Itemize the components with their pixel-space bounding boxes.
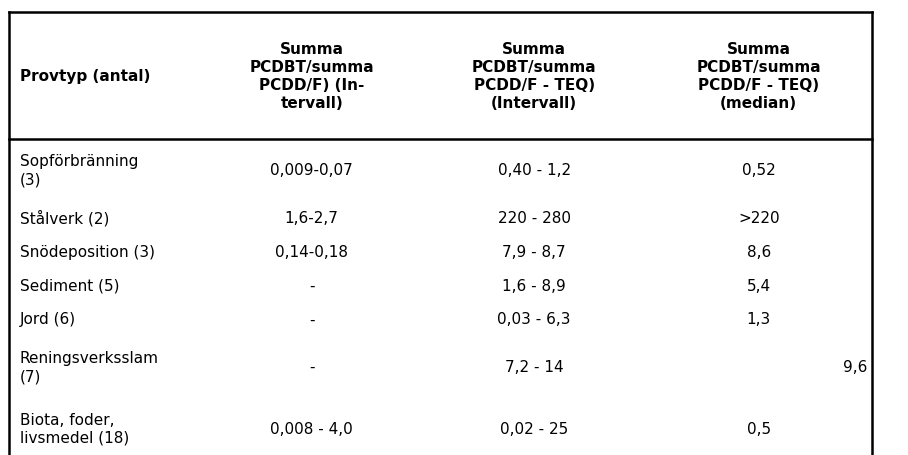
Text: Summa
PCDBT/summa
PCDD/F - TEQ)
(median): Summa PCDBT/summa PCDD/F - TEQ) (median) [696, 42, 821, 111]
Text: Provtyp (antal): Provtyp (antal) [20, 69, 150, 84]
Text: -: - [309, 278, 314, 293]
Text: 7,9 - 8,7: 7,9 - 8,7 [502, 244, 566, 259]
Text: Summa
PCDBT/summa
PCDD/F) (In-
tervall): Summa PCDBT/summa PCDD/F) (In- tervall) [250, 42, 374, 111]
Text: Reningsverksslam
(7): Reningsverksslam (7) [20, 350, 159, 383]
Text: 0,009-0,07: 0,009-0,07 [271, 163, 353, 178]
Text: 0,40 - 1,2: 0,40 - 1,2 [498, 163, 570, 178]
Text: Stålverk (2): Stålverk (2) [20, 210, 109, 227]
Text: Summa
PCDBT/summa
PCDD/F - TEQ)
(Intervall): Summa PCDBT/summa PCDD/F - TEQ) (Interva… [472, 42, 597, 111]
Text: >220: >220 [738, 211, 780, 226]
Text: 1,6 - 8,9: 1,6 - 8,9 [502, 278, 566, 293]
Text: Jord (6): Jord (6) [20, 312, 76, 327]
Text: 0,008 - 4,0: 0,008 - 4,0 [271, 421, 353, 436]
Text: 0,5: 0,5 [746, 421, 771, 436]
Text: 1,3: 1,3 [746, 312, 771, 327]
Text: Snödeposition (3): Snödeposition (3) [20, 244, 154, 259]
Text: Sediment (5): Sediment (5) [20, 278, 119, 293]
Text: 0,14-0,18: 0,14-0,18 [275, 244, 348, 259]
Text: 0,03 - 6,3: 0,03 - 6,3 [498, 312, 571, 327]
Text: -: - [309, 312, 314, 327]
Text: Sopförbränning
(3): Sopförbränning (3) [20, 154, 138, 187]
Text: 9,6: 9,6 [844, 359, 868, 374]
Text: -: - [309, 359, 314, 374]
Text: 7,2 - 14: 7,2 - 14 [505, 359, 563, 374]
Text: 0,52: 0,52 [742, 163, 775, 178]
Text: 8,6: 8,6 [746, 244, 771, 259]
Text: 5,4: 5,4 [746, 278, 771, 293]
Text: Biota, foder,
livsmedel (18): Biota, foder, livsmedel (18) [20, 412, 129, 445]
Text: 0,02 - 25: 0,02 - 25 [500, 421, 568, 436]
Text: 1,6-2,7: 1,6-2,7 [285, 211, 339, 226]
Text: 220 - 280: 220 - 280 [498, 211, 570, 226]
